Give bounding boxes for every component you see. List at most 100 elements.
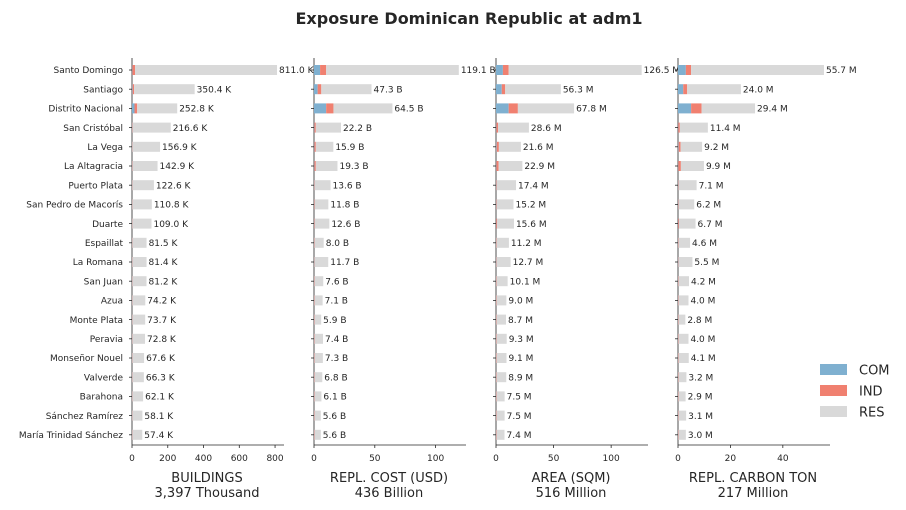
- bar-com: [132, 84, 133, 95]
- x-axis-label: REPL. COST (USD): [330, 471, 448, 486]
- bar-ind: [501, 84, 506, 95]
- data-label: 7.6 B: [325, 277, 348, 287]
- bar-res: [132, 353, 145, 363]
- bar-res: [314, 237, 324, 248]
- bar-res: [678, 199, 695, 210]
- data-label: 122.6 K: [156, 181, 192, 191]
- data-label: 142.9 K: [160, 162, 196, 172]
- bar-res: [314, 333, 323, 344]
- bar-ind: [314, 141, 316, 152]
- legend-swatch-ind: [820, 385, 847, 396]
- data-label: 67.8 M: [576, 105, 607, 115]
- bar-res: [132, 122, 171, 133]
- bar-res: [314, 276, 324, 287]
- data-label: 13.6 B: [333, 181, 362, 191]
- bar-ind: [678, 180, 679, 191]
- x-axis-label: REPL. CARBON TON: [689, 471, 817, 486]
- bar-res: [680, 161, 704, 171]
- data-label: 5.5 M: [694, 258, 719, 268]
- bar-com: [496, 84, 502, 95]
- bar-res: [315, 161, 338, 171]
- category-label: Sánchez Ramírez: [46, 412, 124, 422]
- bar-ind: [678, 199, 679, 210]
- data-label: 81.2 K: [149, 277, 179, 287]
- data-label: 56.3 M: [563, 85, 594, 95]
- bar-res: [314, 314, 322, 325]
- bar-ind: [496, 161, 499, 171]
- data-label: 3.0 M: [688, 431, 713, 441]
- data-label: 11.8 B: [330, 201, 359, 211]
- bar-res: [497, 218, 514, 229]
- bar-res: [132, 333, 146, 344]
- data-label: 2.8 M: [687, 316, 712, 326]
- bar-com: [496, 103, 509, 114]
- bar-com: [314, 84, 318, 95]
- bar-com: [496, 141, 497, 152]
- category-label: La Vega: [87, 143, 123, 153]
- data-label: 8.0 B: [326, 239, 349, 249]
- data-label: 3.2 M: [688, 373, 713, 383]
- bar-res: [691, 65, 824, 75]
- bar-ind: [678, 141, 681, 152]
- bar-ind: [317, 84, 322, 95]
- panel-3: 126.5 M 56.3 M 67.8 M 28.6 M 21.6 M 22.9 M 17.…: [493, 58, 680, 501]
- category-label: La Romana: [73, 258, 123, 268]
- bar-res: [132, 257, 147, 267]
- data-label: 29.4 M: [757, 105, 788, 115]
- data-label: 5.6 B: [323, 412, 346, 422]
- bar-ind: [502, 65, 509, 75]
- data-label: 19.3 B: [339, 162, 368, 172]
- category-label: Monte Plata: [70, 316, 123, 326]
- data-label: 4.2 M: [691, 277, 716, 287]
- bar-res: [687, 84, 741, 95]
- bar-res: [678, 391, 686, 402]
- data-label: 55.7 M: [826, 66, 857, 76]
- category-label: María Trinidad Sánchez: [19, 431, 123, 441]
- bar-res: [314, 410, 321, 421]
- bar-res: [678, 257, 693, 267]
- data-label: 216.6 K: [173, 124, 209, 134]
- bar-ind: [691, 103, 702, 114]
- bar-res: [132, 276, 147, 287]
- data-label: 81.5 K: [149, 239, 179, 249]
- x-tick-label: 0: [129, 454, 135, 464]
- data-label: 74.2 K: [147, 297, 177, 307]
- category-label: San Cristóbal: [63, 123, 123, 134]
- bar-ind: [685, 65, 692, 75]
- data-label: 4.6 M: [692, 239, 717, 249]
- legend-swatch-com: [820, 364, 847, 375]
- x-tick-label: 50: [369, 454, 381, 464]
- bar-ind: [132, 84, 135, 95]
- bar-res: [505, 84, 561, 95]
- bar-res: [678, 353, 689, 363]
- data-label: 22.2 B: [343, 124, 372, 134]
- data-label: 57.4 K: [144, 431, 174, 441]
- data-label: 4.0 M: [690, 297, 715, 307]
- x-tick-label: 0: [493, 454, 499, 464]
- data-label: 11.2 M: [511, 239, 542, 249]
- bar-ind: [132, 65, 136, 75]
- data-label: 2.9 M: [688, 393, 713, 403]
- data-label: 109.0 K: [153, 220, 189, 230]
- legend-label: IND: [859, 385, 883, 400]
- chart-title: Exposure Dominican Republic at adm1: [295, 9, 642, 28]
- bar-res: [326, 65, 459, 75]
- bar-ind: [508, 103, 518, 114]
- legend: COM IND RES: [820, 364, 890, 421]
- bar-res: [333, 103, 393, 114]
- bar-res: [680, 141, 703, 152]
- bar-com: [678, 141, 679, 152]
- bar-ind: [134, 103, 138, 114]
- category-label: La Altagracia: [64, 162, 123, 172]
- bar-ind: [314, 161, 316, 171]
- bar-ind: [314, 218, 315, 229]
- data-label: 6.1 B: [323, 393, 346, 403]
- data-label: 9.1 M: [508, 354, 533, 364]
- bar-res: [498, 161, 523, 171]
- data-label: 4.1 M: [691, 354, 716, 364]
- bar-ind: [314, 122, 316, 133]
- data-label: 7.5 M: [507, 393, 532, 403]
- bar-res: [496, 295, 507, 306]
- bar-ind: [678, 161, 681, 171]
